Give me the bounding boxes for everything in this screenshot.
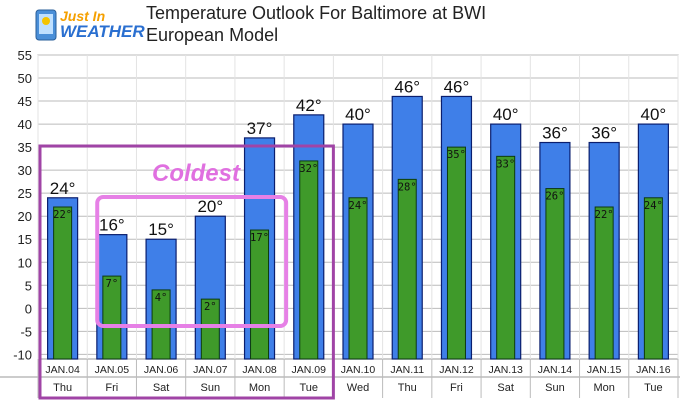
coldest-label: Coldest [152, 160, 241, 187]
high-temp-label: 20° [197, 197, 223, 216]
y-tick-label: -5 [20, 324, 32, 339]
high-temp-label: 40° [345, 105, 371, 124]
day-label: Mon [593, 382, 614, 394]
high-temp-label: 36° [591, 124, 617, 143]
y-tick-label: 10 [18, 255, 32, 270]
x-tick-label: JAN.10 [341, 364, 376, 376]
y-tick-label: 40 [18, 117, 32, 132]
x-tick-label: JAN.06 [144, 364, 179, 376]
day-label: Thu [398, 382, 417, 394]
high-temp-label: 40° [493, 105, 519, 124]
x-tick-label: JAN.05 [95, 364, 130, 376]
low-temp-bar [250, 229, 270, 360]
y-tick-label: 0 [25, 301, 32, 316]
day-label: Tue [299, 382, 318, 394]
day-label: Sat [497, 382, 514, 394]
chart-title: Temperature Outlook For Baltimore at BWI [146, 3, 486, 23]
chart-subtitle: European Model [146, 25, 278, 45]
day-label: Thu [53, 382, 72, 394]
low-temp-label: 17° [250, 232, 269, 244]
high-temp-label: 42° [296, 96, 322, 115]
high-temp-label: 16° [99, 216, 125, 235]
low-temp-label: 33° [496, 158, 515, 170]
y-tick-label: -10 [13, 347, 32, 362]
low-temp-label: 24° [644, 200, 663, 212]
high-temp-label: 46° [394, 77, 420, 96]
x-tick-label: JAN.08 [242, 364, 277, 376]
x-tick-label: JAN.16 [636, 364, 671, 376]
y-tick-label: 5 [25, 278, 32, 293]
low-temp-bar [446, 146, 466, 360]
high-temp-label: 36° [542, 124, 568, 143]
x-tick-label: JAN.13 [488, 364, 523, 376]
low-temp-bar [594, 206, 614, 360]
y-tick-label: 20 [18, 209, 32, 224]
low-temp-label: 22° [595, 209, 614, 221]
y-tick-label: 50 [18, 71, 32, 86]
low-temp-label: 24° [349, 200, 368, 212]
x-tick-label: JAN.14 [538, 364, 573, 376]
high-temp-label: 15° [148, 220, 174, 239]
x-tick-label: JAN.15 [587, 364, 622, 376]
just-in-weather-logo: Just In WEATHER [35, 8, 145, 41]
x-tick-label: JAN.09 [292, 364, 327, 376]
day-label: Sun [201, 382, 221, 394]
high-temp-label: 37° [247, 119, 273, 138]
low-temp-label: 32° [299, 163, 318, 175]
day-label: Fri [105, 382, 118, 394]
y-tick-label: 55 [18, 48, 32, 63]
x-axis: JAN.04 Thu JAN.05 Fri JAN.06 Sat JAN.07 Sun JAN.… [0, 359, 680, 398]
low-temp-bar [200, 298, 220, 360]
low-temp-label: 7° [106, 278, 119, 290]
day-label: Sun [545, 382, 565, 394]
y-tick-label: 25 [18, 186, 32, 201]
low-temp-bar [299, 160, 319, 360]
y-tick-label: 30 [18, 163, 32, 178]
low-temp-bar [643, 197, 663, 360]
y-tick-label: 35 [18, 140, 32, 155]
x-tick-label: JAN.07 [193, 364, 228, 376]
day-label: Tue [644, 382, 663, 394]
day-label: Sat [153, 382, 170, 394]
high-temp-label: 24° [50, 179, 76, 198]
low-temp-bar [348, 197, 368, 360]
highlight-box [38, 144, 335, 400]
low-temp-bar [545, 188, 565, 360]
low-temp-bar [496, 155, 516, 360]
low-temp-label: 26° [545, 191, 564, 203]
logo-line1: Just In [60, 8, 105, 24]
y-tick-label: 45 [18, 94, 32, 109]
low-temp-bar [102, 275, 122, 360]
day-label: Wed [347, 382, 369, 394]
day-label: Fri [450, 382, 463, 394]
low-temp-bar [53, 206, 73, 360]
x-tick-label: JAN.12 [439, 364, 474, 376]
y-axis: -10 -5 0 5 10 15 20 25 30 35 40 45 50 55 [13, 48, 32, 362]
low-temp-label: 2° [204, 301, 217, 313]
low-temp-label: 22° [53, 209, 72, 221]
coldest-box [95, 195, 289, 328]
high-temp-label: 40° [641, 105, 667, 124]
low-temp-label: 28° [398, 181, 417, 193]
y-tick-label: 15 [18, 232, 32, 247]
logo-line2: WEATHER [60, 22, 145, 41]
x-tick-label: JAN.04 [45, 364, 80, 376]
day-label: Mon [249, 382, 270, 394]
x-tick-label: JAN.11 [390, 364, 424, 376]
sun-icon [42, 17, 50, 25]
low-temp-bar [397, 178, 417, 360]
low-temp-label: 4° [155, 292, 168, 304]
bar-series: 24° 22° 16° 7° 15° 4° 20° 2° 37° 17° 42° 32° 40° 24° 4… [47, 77, 669, 360]
low-temp-label: 35° [447, 149, 466, 161]
high-temp-label: 46° [444, 77, 470, 96]
